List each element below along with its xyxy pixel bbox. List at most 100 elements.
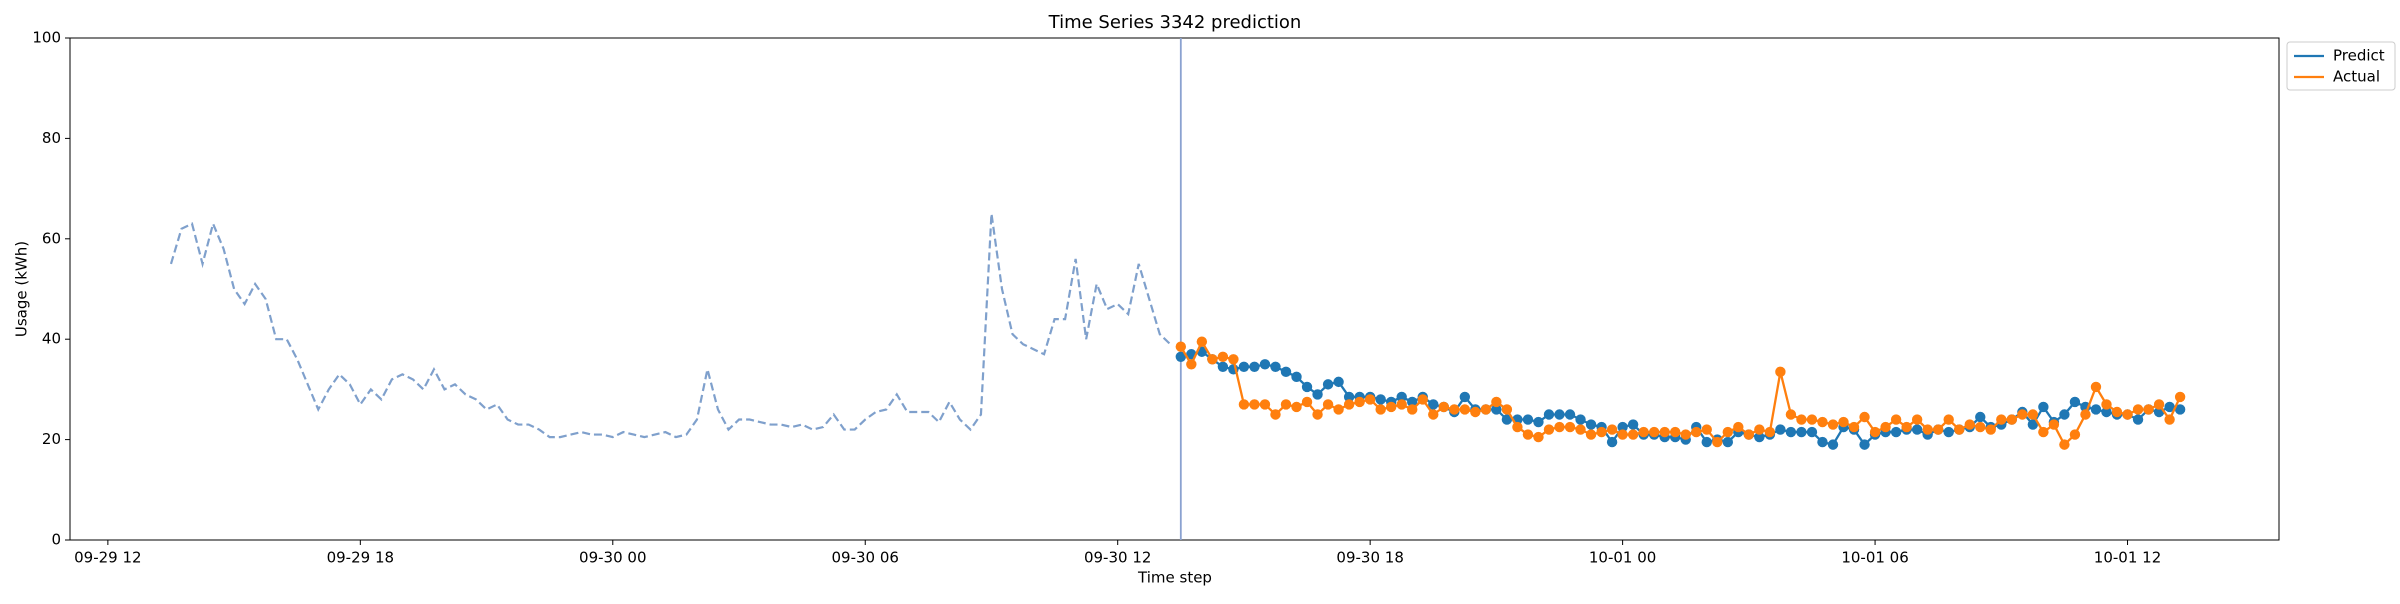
data-point [1259, 359, 1271, 370]
data-point [1196, 336, 1208, 347]
data-point [2143, 404, 2154, 415]
data-point [1364, 394, 1376, 405]
data-point [1491, 404, 1502, 415]
data-point [1617, 421, 1628, 433]
data-point [1375, 394, 1386, 405]
data-point [1459, 391, 1471, 403]
data-point [1564, 421, 1576, 433]
data-point [1785, 426, 1797, 438]
data-point [1932, 424, 1944, 435]
data-point [1975, 411, 1986, 423]
data-point [1954, 424, 1965, 435]
data-point [2101, 399, 2112, 410]
legend-label: Predict [2333, 47, 2385, 65]
data-point [1585, 429, 1597, 440]
data-point [1533, 431, 1544, 443]
data-point [1701, 424, 1712, 435]
data-point [1249, 399, 1260, 410]
data-point [1417, 394, 1428, 405]
data-point [1996, 414, 2007, 425]
data-point [1838, 416, 1849, 428]
data-point [1333, 404, 1344, 415]
data-point [1270, 361, 1281, 373]
data-point [1817, 416, 1828, 428]
data-point [1964, 419, 1975, 430]
data-point [1575, 424, 1586, 435]
data-point [1407, 404, 1418, 415]
data-point [1943, 426, 1954, 438]
data-point [1638, 426, 1649, 438]
data-point [1806, 414, 1818, 425]
data-point [1575, 414, 1586, 425]
data-point [1890, 414, 1902, 425]
data-point [1522, 414, 1534, 425]
x-tick-label: 09-29 18 [327, 549, 394, 567]
data-point [2006, 414, 2018, 425]
data-point [2111, 406, 2123, 418]
data-point [1680, 429, 1691, 440]
data-point [1691, 426, 1702, 438]
data-point [1491, 396, 1502, 408]
data-point [1249, 361, 1260, 373]
data-point [1470, 406, 1481, 418]
data-point [1617, 429, 1628, 440]
data-point [1796, 426, 1807, 438]
chart-title: Time Series 3342 prediction [1048, 12, 1302, 33]
y-tick-label: 0 [51, 531, 61, 549]
data-point [2027, 409, 2039, 420]
data-point [1375, 404, 1386, 415]
data-point [1438, 401, 1449, 413]
data-point [1796, 414, 1807, 425]
data-point [1333, 376, 1344, 388]
data-point [1312, 409, 1323, 420]
data-point [1554, 421, 1565, 433]
data-point [2069, 396, 2081, 408]
data-point [2132, 404, 2144, 415]
data-point [1207, 354, 1218, 365]
data-point [2090, 404, 2102, 415]
data-point [1670, 426, 1681, 438]
data-point [1712, 436, 1723, 448]
data-point [1385, 401, 1397, 413]
data-point [1522, 429, 1534, 440]
x-tick-label: 09-29 12 [74, 549, 141, 567]
data-point [2153, 399, 2165, 410]
plot-frame [69, 37, 2280, 541]
data-point [1343, 391, 1355, 403]
data-point [1501, 404, 1513, 415]
x-axis-label: Time step [1137, 569, 1212, 587]
x-tick-label: 09-30 00 [579, 549, 646, 567]
data-point [1775, 424, 1786, 435]
data-point [2069, 429, 2081, 440]
data-point [1911, 414, 1923, 425]
data-point [2132, 414, 2144, 425]
data-point [1270, 409, 1281, 420]
data-point [1312, 389, 1323, 400]
data-point [1354, 396, 1365, 408]
data-point [2059, 439, 2070, 450]
data-point [1175, 341, 1187, 352]
data-point [1985, 424, 1996, 435]
legend-label: Actual [2333, 68, 2380, 86]
data-point [1606, 424, 1618, 435]
data-point [1975, 421, 1986, 433]
data-point [1890, 426, 1902, 438]
data-point [2059, 409, 2070, 420]
x-tick-label: 10-01 00 [1589, 549, 1656, 567]
data-point [1217, 361, 1229, 373]
data-point [2164, 401, 2175, 413]
data-point [1396, 399, 1407, 410]
data-point [1848, 421, 1860, 433]
x-tick-label: 09-30 12 [1084, 549, 1151, 567]
data-point [1238, 399, 1250, 410]
data-point [1280, 366, 1292, 378]
data-point [1533, 416, 1544, 428]
data-point [1806, 426, 1818, 438]
data-point [1922, 424, 1933, 435]
y-tick-label: 40 [42, 330, 61, 348]
data-point [1501, 414, 1513, 425]
data-point [2038, 401, 2049, 413]
data-point [1585, 419, 1597, 430]
x-tick-label: 10-01 12 [2094, 549, 2161, 567]
